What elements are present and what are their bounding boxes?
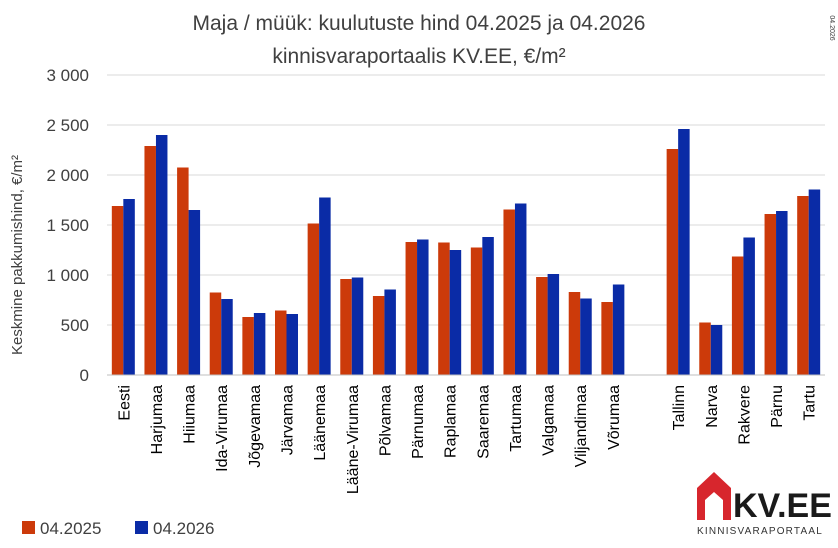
- x-tick-label: Võrumaa: [606, 385, 623, 450]
- bar-04.2025-Tallinn: [666, 149, 679, 375]
- bar-04.2026-Eesti: [123, 199, 135, 375]
- bar-04.2025-Läänemaa: [307, 223, 320, 375]
- bar-04.2026-Valgamaa: [547, 274, 560, 375]
- bar-04.2025-Harjumaa: [144, 146, 156, 375]
- y-tick-label: 2 500: [46, 116, 89, 135]
- bar-04.2026-Tallinn: [678, 129, 690, 375]
- bar-04.2026-Jõgevamaa: [253, 313, 266, 375]
- bar-04.2025-Järvamaa: [275, 310, 287, 375]
- x-tick-label: Raplamaa: [443, 385, 460, 458]
- bar-04.2026-Harjumaa: [155, 135, 168, 375]
- x-tick-label: Järvamaa: [280, 385, 297, 455]
- bar-04.2026-Raplamaa: [449, 250, 462, 375]
- bar-04.2026-Saaremaa: [482, 237, 494, 375]
- bar-04.2025-Võrumaa: [601, 302, 613, 375]
- x-tick-label: Ida-Virumaa: [214, 385, 231, 472]
- bar-04.2025-Tartumaa: [503, 209, 515, 375]
- x-tick-label: Pärnumaa: [410, 385, 427, 459]
- y-tick-label: 3 000: [46, 66, 89, 85]
- kv-ee-logo: KV.EE KINNISVARAPORTAAL: [697, 472, 832, 537]
- bar-04.2025-Eesti: [111, 206, 124, 375]
- y-axis-label: Keskmine pakkumishind, €/m²: [9, 155, 26, 355]
- y-tick-label: 0: [80, 366, 89, 385]
- x-tick-label: Rakvere: [736, 385, 753, 445]
- bar-04.2025-Ida-Virumaa: [209, 292, 222, 375]
- bar-04.2025-Valgamaa: [536, 277, 548, 375]
- bars: [111, 129, 821, 375]
- bar-04.2025-Narva: [699, 322, 711, 375]
- bar-04.2026-Narva: [710, 325, 723, 375]
- y-axis-ticks: 0 500 1 000 1 500 2 000 2 500 3 000: [46, 66, 89, 385]
- date-stamp: 04.2026: [828, 15, 835, 40]
- x-tick-label: Tartumaa: [508, 385, 525, 452]
- bar-04.2025-Pärnu: [764, 214, 777, 375]
- bar-04.2025-Rakvere: [731, 256, 744, 375]
- bar-04.2026-Järvamaa: [286, 314, 298, 375]
- legend-swatch-2026: [135, 521, 148, 534]
- x-tick-label: Hiiumaa: [182, 385, 199, 444]
- bar-04.2025-Viljandimaa: [568, 292, 581, 375]
- x-tick-label: Põlvamaa: [377, 385, 394, 456]
- x-tick-label: Lääne-Virumaa: [345, 385, 362, 494]
- bar-04.2025-Pärnumaa: [405, 242, 418, 375]
- y-tick-label: 500: [61, 316, 89, 335]
- bar-04.2026-Võrumaa: [612, 284, 625, 375]
- bar-04.2025-Saaremaa: [470, 247, 483, 375]
- bar-04.2025-Hiiumaa: [177, 167, 189, 375]
- x-tick-label: Eesti: [116, 385, 133, 421]
- x-tick-label: Viljandimaa: [573, 385, 590, 468]
- legend-swatch-2025: [22, 521, 35, 534]
- bar-04.2026-Läänemaa: [319, 197, 331, 375]
- gridlines: [107, 74, 825, 326]
- bar-04.2025-Jõgevamaa: [242, 317, 254, 375]
- legend-label-2025: 04.2025: [40, 519, 101, 538]
- x-tick-label: Pärnu: [769, 385, 786, 428]
- bar-04.2025-Põlvamaa: [372, 296, 385, 375]
- bar-04.2025-Raplamaa: [438, 242, 450, 375]
- bar-04.2026-Põlvamaa: [384, 289, 396, 375]
- bar-04.2026-Pärnumaa: [417, 239, 429, 375]
- x-tick-label: Harjumaa: [149, 385, 166, 454]
- bar-04.2026-Tartumaa: [514, 203, 527, 375]
- bar-04.2026-Hiiumaa: [188, 210, 201, 375]
- bar-04.2025-Tartu: [797, 196, 809, 375]
- x-tick-label: Jõgevamaa: [247, 385, 264, 468]
- brand-tagline: KINNISVARAPORTAAL: [697, 526, 823, 537]
- legend-label-2026: 04.2026: [153, 519, 214, 538]
- bar-04.2026-Pärnu: [776, 211, 788, 375]
- y-tick-label: 1 000: [46, 266, 89, 285]
- bar-04.2026-Rakvere: [743, 237, 755, 375]
- x-tick-label: Läänemaa: [312, 385, 329, 461]
- bar-04.2026-Lääne-Virumaa: [351, 277, 364, 375]
- bar-04.2026-Tartu: [808, 189, 821, 375]
- y-tick-label: 2 000: [46, 166, 89, 185]
- x-tick-label: Valgamaa: [541, 385, 558, 456]
- bar-04.2025-Lääne-Virumaa: [340, 279, 352, 375]
- bar-04.2026-Viljandimaa: [580, 298, 592, 375]
- legend: 04.2025 04.2026: [22, 519, 214, 538]
- bar-04.2026-Ida-Virumaa: [221, 299, 233, 375]
- x-tick-label: Narva: [704, 385, 721, 428]
- x-tick-label: Saaremaa: [475, 385, 492, 459]
- brand-name: KV.EE: [733, 487, 832, 525]
- chart-title-line-2: kinnisvaraportaalis KV.EE, €/m²: [272, 45, 565, 68]
- category-labels: Eesti Harjumaa Hiiumaa Ida-Virumaa Jõgevamaa…: [116, 385, 818, 494]
- x-tick-label: Tartu: [802, 385, 819, 421]
- y-tick-label: 1 500: [46, 216, 89, 235]
- chart-title-line-1: Maja / müük: kuulutuste hind 04.2025 ja …: [193, 12, 646, 35]
- x-tick-label: Tallinn: [671, 385, 688, 430]
